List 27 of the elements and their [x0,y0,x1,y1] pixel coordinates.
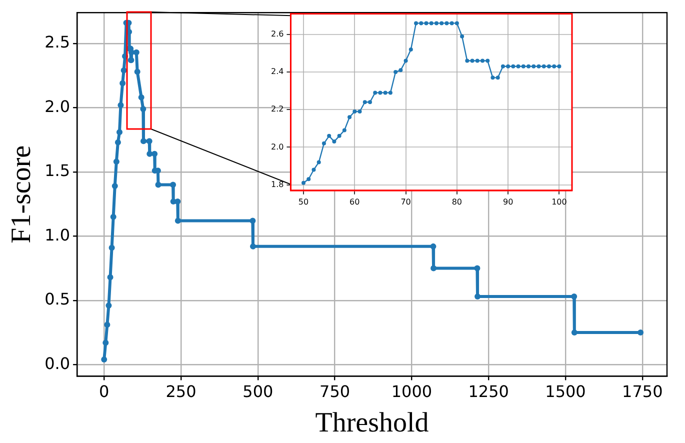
x-tick-label: 70 [400,197,411,206]
x-tick-label: 0 [99,382,110,401]
y-tick-label: 2.0 [270,142,284,152]
x-tick-label: 1500 [545,382,586,401]
y-tick-label: 2.6 [270,30,284,39]
y-tick-label: 1.5 [44,161,70,180]
y-tick-label: 0.5 [44,290,70,309]
y-tick-label: 0.0 [44,354,70,373]
y-tick-label: 2.0 [44,96,70,116]
y-tick-label: 2.5 [44,32,70,52]
x-axis-title: Threshold [315,408,429,439]
x-tick-label: 1250 [468,382,509,401]
x-tick-label: 90 [502,197,514,206]
x-tick-label: 100 [552,197,567,206]
x-tick-label: 60 [350,197,360,206]
x-tick-label: 50 [298,197,309,206]
y-tick-label: 2.4 [270,67,284,76]
x-tick-label: 500 [242,382,274,401]
x-tick-label: 750 [320,382,350,401]
x-tick-label: 80 [452,197,462,206]
y-tick-label: 1.8 [270,180,284,189]
x-tick-label: 1750 [622,382,663,401]
y-tick-label: 1.0 [44,225,70,244]
y-tick-label: 2.2 [270,104,284,114]
x-tick-label: 250 [166,382,196,401]
x-tick-label: 1000 [391,382,432,401]
y-axis-title: F1-score [6,145,38,244]
